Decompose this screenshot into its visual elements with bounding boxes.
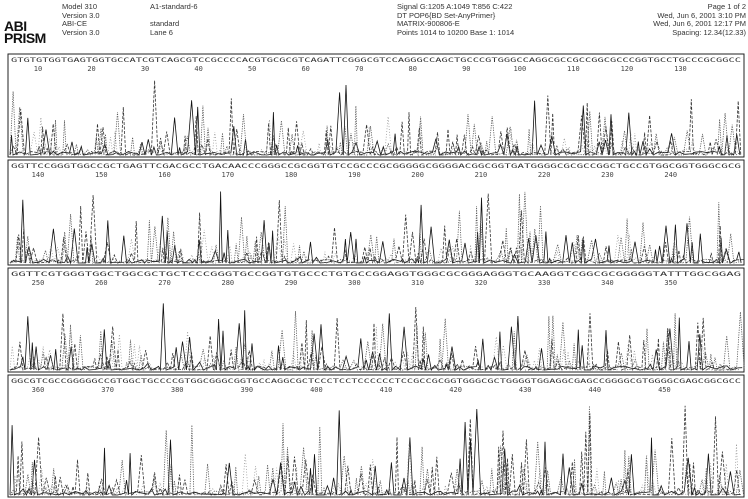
base-position: 60 xyxy=(301,65,309,73)
trace xyxy=(9,191,740,265)
trace xyxy=(9,84,741,157)
base-position: 290 xyxy=(285,279,298,287)
base-position: 440 xyxy=(588,386,601,394)
base-position: 360 xyxy=(32,386,45,394)
trace xyxy=(9,405,741,497)
base-position: 410 xyxy=(380,386,393,394)
base-position: 370 xyxy=(101,386,114,394)
info-line: Spacing: 12.34(12.33) xyxy=(672,27,746,37)
panel-frame xyxy=(7,159,745,266)
base-position: 260 xyxy=(95,279,108,287)
trace xyxy=(9,408,741,497)
logo-line: ABI xyxy=(4,18,27,34)
sequence: GGCGTCGCCGGGGGCCGTGGCTGCCCCGTGGCGGGCGGTG… xyxy=(11,378,741,385)
base-position: 150 xyxy=(95,171,108,179)
trace xyxy=(9,193,744,265)
base-position: 130 xyxy=(674,65,687,73)
logo-line: PRISM xyxy=(4,30,46,46)
base-position: 300 xyxy=(348,279,361,287)
info-line: Signal G:1205 A:1049 T:856 C:422 xyxy=(397,2,513,11)
base-position: 30 xyxy=(141,65,149,73)
trace xyxy=(9,116,741,157)
base-position: 270 xyxy=(158,279,171,287)
base-position: 420 xyxy=(449,386,462,394)
trace xyxy=(9,405,744,497)
info-line: DT POP6{BD Set-AnyPrimer} xyxy=(397,10,496,20)
info-line: Version 3.0 xyxy=(62,27,100,37)
base-position: 100 xyxy=(514,65,527,73)
base-position: 380 xyxy=(171,386,184,394)
trace xyxy=(9,311,745,372)
info-line: ABI-CE xyxy=(62,19,88,28)
sequence: GTGTGTGGTGAGTGGTGCCATCGTCAGCGTCCGCCCCACG… xyxy=(11,57,741,64)
trace xyxy=(9,326,741,372)
base-position: 110 xyxy=(567,65,580,73)
run-info: Signal G:1205 A:1049 T:856 C:422 DT POP6… xyxy=(397,2,515,37)
info-line: Wed, Jun 6, 2001 12:17 PM xyxy=(653,19,746,28)
base-position: 40 xyxy=(194,65,202,73)
base-position: 320 xyxy=(475,279,488,287)
base-position: 400 xyxy=(310,386,323,394)
info-line: Points 1014 to 10200 Base 1: 1014 xyxy=(397,27,515,37)
sequence: GGTTCCGGGTGGCCGCTGAGTTCGACGCCTGACAACCCGG… xyxy=(11,163,741,170)
panel-frame xyxy=(7,53,745,158)
info-line: A1-standard-6 xyxy=(150,2,198,11)
base-position: 10 xyxy=(34,65,42,73)
info-line: Model 310 xyxy=(62,2,98,11)
base-position: 240 xyxy=(664,171,677,179)
base-position: 20 xyxy=(87,65,95,73)
base-position: 180 xyxy=(285,171,298,179)
base-position: 230 xyxy=(601,171,614,179)
base-position: 250 xyxy=(32,279,45,287)
base-position: 160 xyxy=(158,171,171,179)
panel-frame xyxy=(7,267,745,373)
trace xyxy=(9,80,742,157)
sample-info: A1-standard-6 standard Lane 6 xyxy=(150,2,198,37)
base-position: 120 xyxy=(621,65,634,73)
base-position: 170 xyxy=(221,171,234,179)
page-info: Page 1 of 2 Wed, Jun 6, 2001 3:10 PM Wed… xyxy=(653,2,746,37)
base-position: 450 xyxy=(658,386,671,394)
base-position: 80 xyxy=(409,65,417,73)
base-position: 220 xyxy=(538,171,551,179)
trace xyxy=(9,303,743,372)
info-line: Lane 6 xyxy=(150,27,173,37)
info-line: Wed, Jun 6, 2001 3:10 PM xyxy=(657,10,746,20)
base-position: 210 xyxy=(475,171,488,179)
base-position: 350 xyxy=(664,279,677,287)
logo: ABI PRISM xyxy=(4,18,46,46)
instrument-info: Model 310 Version 3.0 ABI-CE Version 3.0 xyxy=(62,2,100,37)
base-position: 50 xyxy=(248,65,256,73)
base-position: 140 xyxy=(32,171,45,179)
trace xyxy=(9,306,740,372)
base-position: 310 xyxy=(411,279,424,287)
info-line: standard xyxy=(150,19,180,28)
base-position: 70 xyxy=(355,65,363,73)
sequence: GGTTCGTGGGTGGCTGGCGCTGCTCCCGGGTGCCGGTGTG… xyxy=(11,271,742,278)
base-position: 330 xyxy=(538,279,551,287)
base-position: 390 xyxy=(240,386,253,394)
base-position: 190 xyxy=(348,171,361,179)
base-position: 90 xyxy=(462,65,470,73)
base-position: 280 xyxy=(221,279,234,287)
info-line: Page 1 of 2 xyxy=(707,2,746,11)
info-line: Version 3.0 xyxy=(62,10,100,20)
panel-frame xyxy=(7,374,745,498)
base-position: 430 xyxy=(519,386,532,394)
base-position: 340 xyxy=(601,279,614,287)
info-line: MATRIX-900806-E xyxy=(397,19,460,28)
base-position: 200 xyxy=(411,171,424,179)
